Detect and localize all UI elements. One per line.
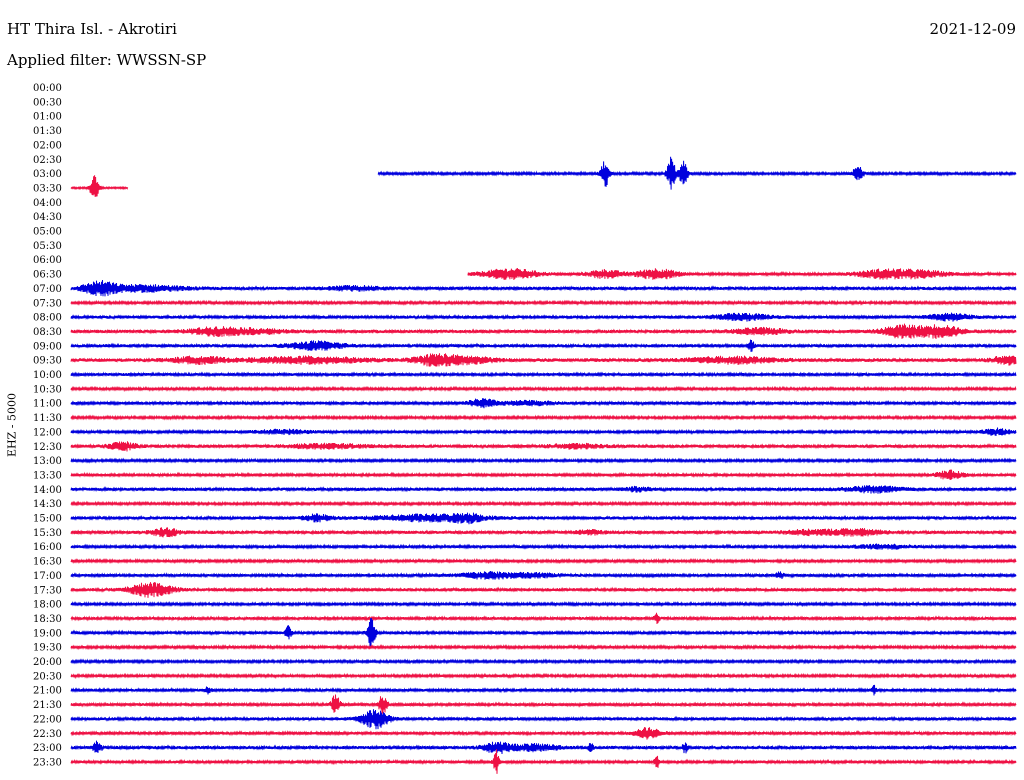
- seismic-traces: [70, 156, 1017, 774]
- trace-line: [70, 709, 1017, 730]
- trace-line: [70, 618, 1017, 649]
- tick-label: 20:30: [33, 671, 62, 682]
- tick-label: 09:30: [33, 356, 62, 367]
- tick-label: 05:00: [33, 227, 62, 238]
- tick-label: 20:00: [33, 657, 62, 668]
- trace-line: [70, 312, 1017, 322]
- tick-label: 14:00: [33, 485, 62, 496]
- station-title: HT Thira Isl. - Akrotiri: [7, 20, 177, 38]
- tick-label: 12:00: [33, 427, 62, 438]
- trace-line: [70, 740, 1017, 755]
- tick-label: 13:30: [33, 470, 62, 481]
- trace-line: [70, 582, 1017, 598]
- tick-label: 16:30: [33, 557, 62, 568]
- tick-label: 04:00: [33, 198, 62, 209]
- trace-line: [70, 175, 129, 197]
- trace-line: [70, 457, 1017, 464]
- trace-line: [70, 371, 1017, 378]
- trace-line: [70, 339, 1017, 352]
- tick-label: 01:30: [33, 126, 62, 137]
- tick-label: 11:00: [33, 399, 62, 410]
- tick-label: 17:00: [33, 571, 62, 582]
- tick-label: 10:00: [33, 370, 62, 381]
- tick-label: 06:30: [33, 270, 62, 281]
- tick-label: 03:00: [33, 169, 62, 180]
- trace-line: [70, 485, 1017, 494]
- filter-label: Applied filter: WWSSN-SP: [7, 51, 207, 69]
- tick-label: 02:00: [33, 140, 62, 151]
- tick-label: 01:00: [33, 112, 62, 123]
- tick-label: 00:30: [33, 97, 62, 108]
- trace-line: [70, 749, 1017, 774]
- trace-line: [70, 684, 1017, 696]
- tick-label: 18:30: [33, 614, 62, 625]
- trace-line: [70, 323, 1017, 340]
- trace-line: [70, 644, 1017, 651]
- trace-line: [70, 557, 1017, 565]
- trace-line: [377, 156, 1017, 190]
- trace-line: [70, 672, 1017, 679]
- tick-label: 22:00: [33, 714, 62, 725]
- trace-line: [70, 385, 1017, 392]
- tick-label: 18:00: [33, 600, 62, 611]
- tick-label: 23:00: [33, 743, 62, 754]
- trace-line: [70, 512, 1017, 525]
- trace-line: [70, 600, 1017, 608]
- tick-label: 06:00: [33, 255, 62, 266]
- trace-line: [70, 353, 1017, 367]
- trace-line: [70, 570, 1017, 580]
- tick-label: 08:00: [33, 313, 62, 324]
- tick-label: 19:00: [33, 628, 62, 639]
- tick-label: 04:30: [33, 212, 62, 223]
- tick-label: 02:30: [33, 155, 62, 166]
- trace-line: [70, 427, 1017, 436]
- trace-line: [70, 398, 1017, 409]
- trace-line: [70, 543, 1017, 550]
- trace-line: [70, 694, 1017, 715]
- tick-label: 12:30: [33, 442, 62, 453]
- tick-label: 17:30: [33, 585, 62, 596]
- tick-label: 09:00: [33, 341, 62, 352]
- tick-label: 05:30: [33, 241, 62, 252]
- trace-line: [70, 612, 1017, 625]
- trace-line: [70, 299, 1017, 306]
- time-tick-labels: 00:00 00:30 01:00 01:30 02:00 02:30 03:00 03:30…: [33, 83, 62, 768]
- trace-line: [70, 414, 1017, 421]
- trace-line: [70, 500, 1017, 507]
- tick-label: 16:00: [33, 542, 62, 553]
- tick-label: 00:00: [33, 83, 62, 94]
- tick-label: 07:00: [33, 284, 62, 295]
- trace-line: [70, 527, 1017, 538]
- tick-label: 14:30: [33, 499, 62, 510]
- trace-line: [70, 658, 1017, 665]
- tick-label: 23:30: [33, 757, 62, 768]
- tick-label: 21:30: [33, 700, 62, 711]
- trace-line: [467, 267, 1017, 281]
- tick-label: 08:30: [33, 327, 62, 338]
- trace-line: [70, 279, 1017, 297]
- tick-label: 21:00: [33, 686, 62, 697]
- trace-line: [70, 727, 1017, 740]
- tick-label: 22:30: [33, 729, 62, 740]
- trace-line: [70, 441, 1017, 452]
- tick-label: 15:00: [33, 514, 62, 525]
- trace-line: [70, 469, 1017, 480]
- tick-label: 15:30: [33, 528, 62, 539]
- tick-label: 03:30: [33, 183, 62, 194]
- tick-label: 11:30: [33, 413, 62, 424]
- date-label: 2021-12-09: [929, 20, 1016, 38]
- tick-label: 13:00: [33, 456, 62, 467]
- tick-label: 07:30: [33, 298, 62, 309]
- tick-label: 10:30: [33, 384, 62, 395]
- tick-label: 19:30: [33, 643, 62, 654]
